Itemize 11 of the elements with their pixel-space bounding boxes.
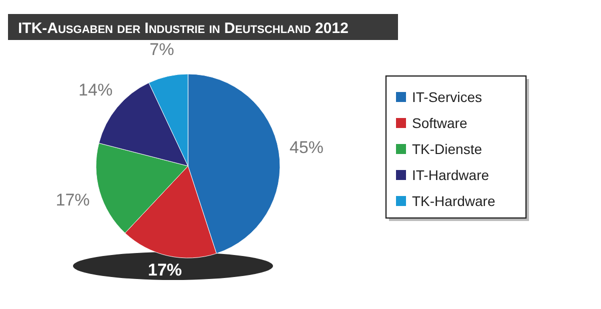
data-label: 45% — [290, 138, 324, 158]
chart-title: ITK-Ausgaben der Industrie in Deutschland 2012 — [18, 20, 348, 37]
legend-label: Software — [412, 115, 468, 131]
legend-label: IT-Services — [412, 89, 482, 105]
legend-label: TK-Dienste — [412, 141, 482, 157]
legend-label: IT-Hardware — [412, 167, 490, 183]
data-label: 17% — [56, 190, 90, 210]
legend-label: TK-Hardware — [412, 193, 496, 209]
data-label: 14% — [78, 80, 113, 100]
data-label: 7% — [150, 40, 174, 59]
data-label: 17% — [148, 260, 182, 280]
